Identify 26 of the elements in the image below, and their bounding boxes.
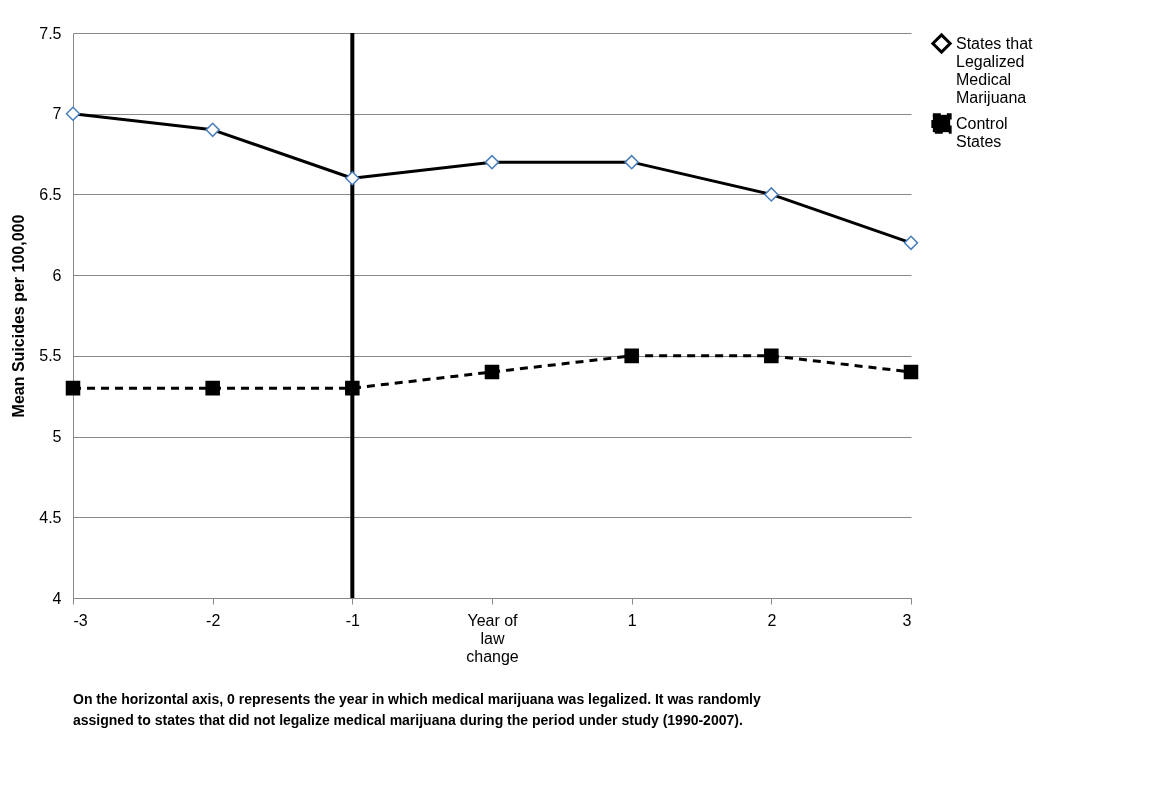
point xyxy=(484,364,500,380)
point xyxy=(903,364,919,380)
x-tick-label: -2 xyxy=(206,611,221,629)
y-axis-title: Mean Suicides per 100,000 xyxy=(10,214,28,418)
text: On the horizontal axis, 0 represents the year in which medical marijuana was legalized. It was randomly assigned to states that did not legalize medical marijuana during the period under study (1990-2007). xyxy=(73,691,761,728)
x-tick-label: -1 xyxy=(345,611,361,629)
y-tick-label: 5 xyxy=(52,428,62,446)
legend-label: Control States xyxy=(956,114,1008,150)
y-tick-label: 7.5 xyxy=(39,24,62,42)
x-tick-label: -3 xyxy=(73,611,88,629)
x-tick-label: 2 xyxy=(767,611,777,629)
point xyxy=(65,380,81,396)
point xyxy=(624,348,639,364)
x-tick-label: Year of law change xyxy=(466,611,519,665)
point xyxy=(345,380,360,396)
y-tick-label: 6 xyxy=(52,266,62,284)
legend-label: States that Legalized Medical Marijuana xyxy=(956,34,1034,106)
point xyxy=(764,348,779,364)
y-tick-label: 6.5 xyxy=(39,185,62,203)
x-tick-label: 1 xyxy=(627,611,637,629)
y-tick-label: 5.5 xyxy=(39,347,62,365)
y-tick-label: 7 xyxy=(52,105,62,123)
point xyxy=(205,380,220,396)
x-tick-label: 3 xyxy=(902,611,912,629)
y-tick-label: 4.5 xyxy=(39,508,62,526)
y-tick-label: 4 xyxy=(52,589,62,607)
